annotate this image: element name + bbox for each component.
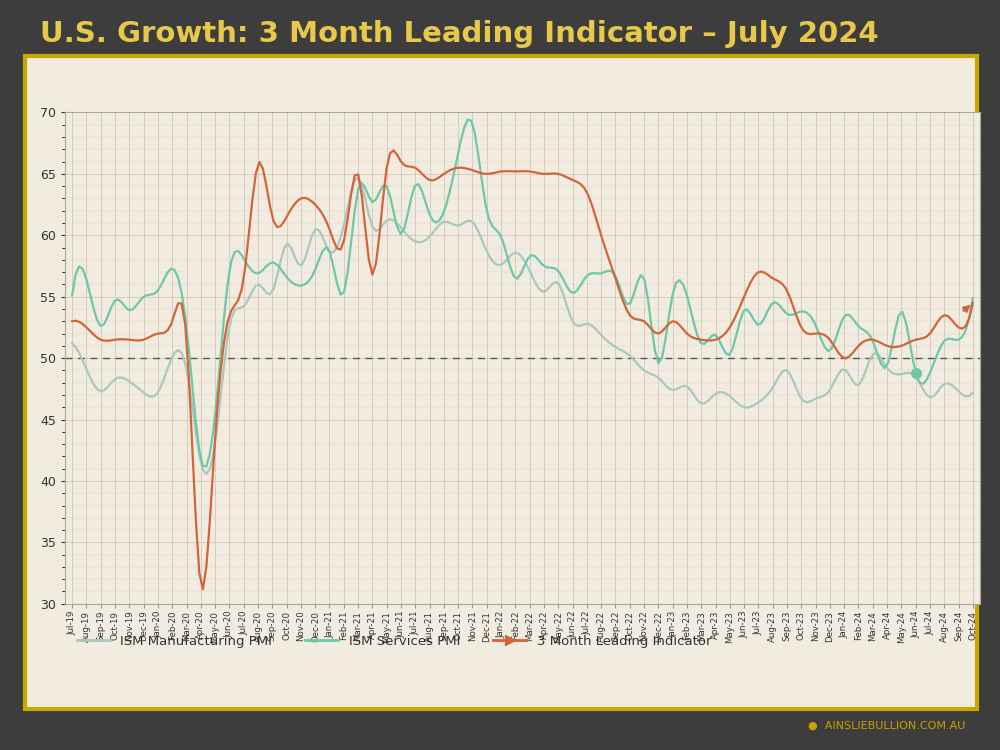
Legend: ISM Manufacturing PMI, ISM Services PMI, 3 Month Leading Indicator: ISM Manufacturing PMI, ISM Services PMI,… xyxy=(72,629,716,653)
Text: ●  AINSLIEBULLION.COM.AU: ● AINSLIEBULLION.COM.AU xyxy=(808,721,965,731)
FancyBboxPatch shape xyxy=(25,56,977,709)
Text: U.S. Growth: 3 Month Leading Indicator – July 2024: U.S. Growth: 3 Month Leading Indicator –… xyxy=(40,20,879,48)
